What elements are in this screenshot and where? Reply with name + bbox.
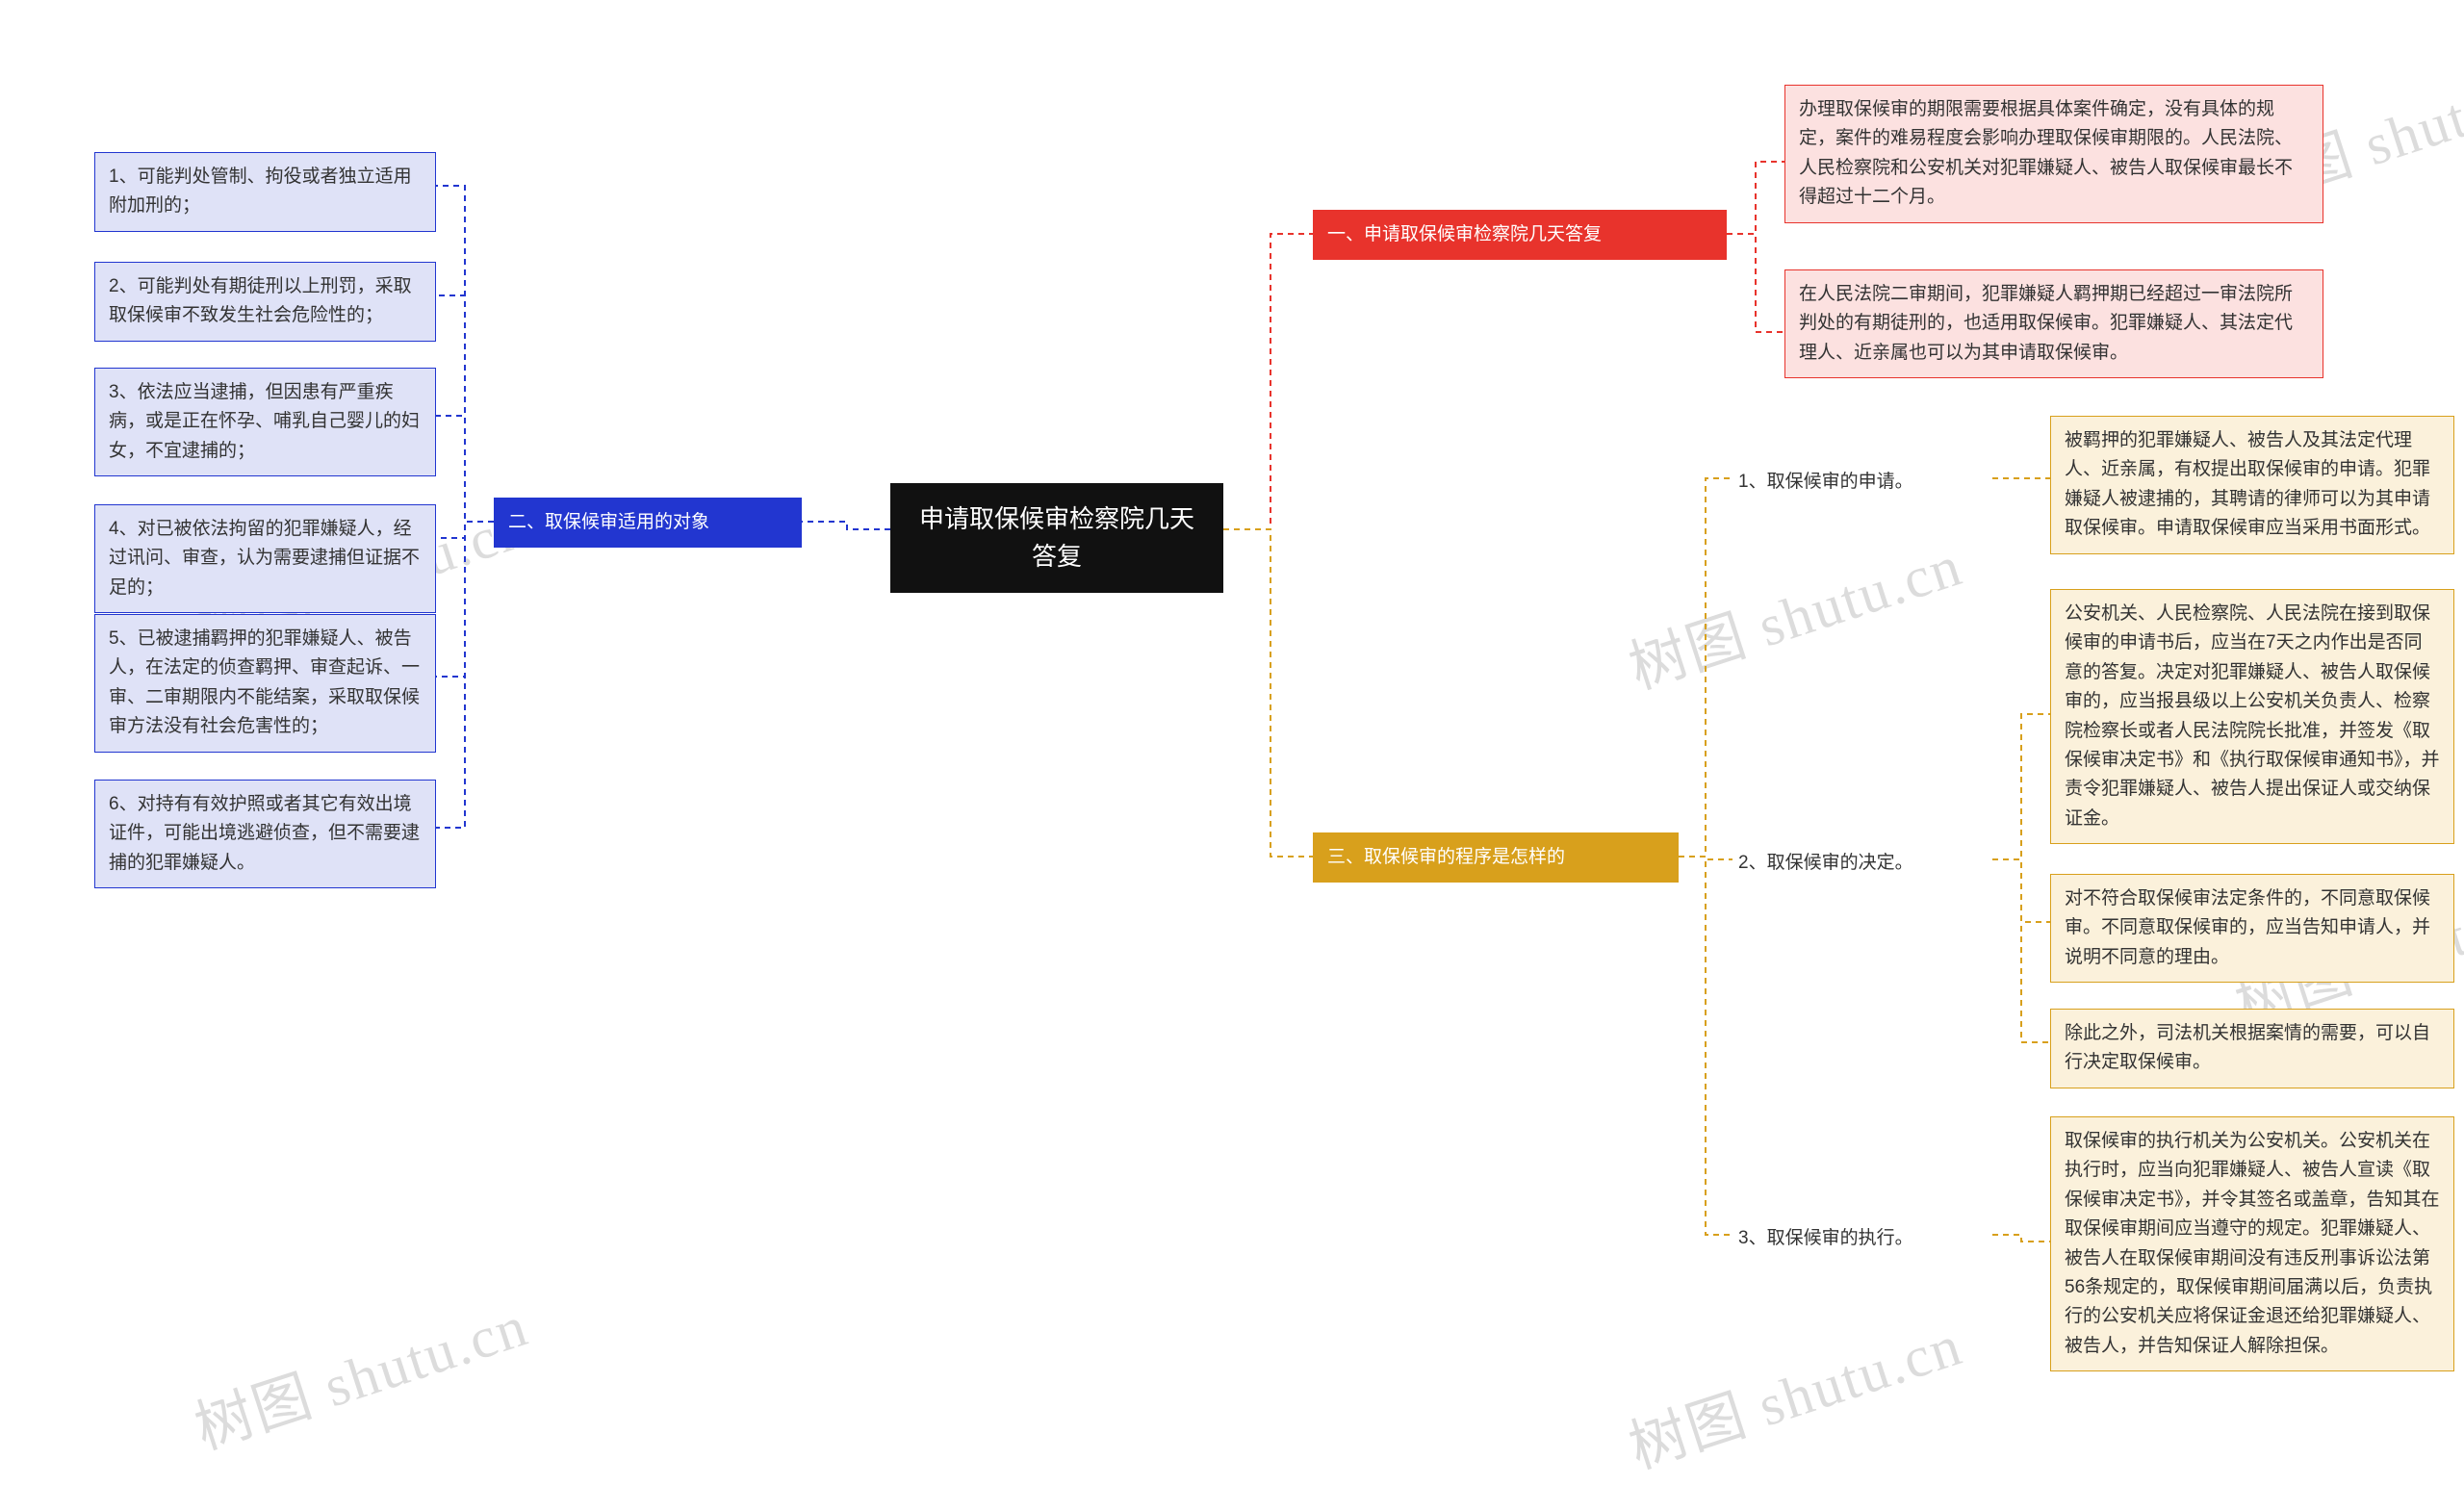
sub-label-text: 2、取保候审的决定。 bbox=[1738, 853, 1913, 873]
leaf-node[interactable]: 6、对持有有效护照或者其它有效出境证件，可能出境逃避侦查，但不需要逮捕的犯罪嫌疑… bbox=[94, 780, 436, 888]
leaf-text: 办理取保候审的期限需要根据具体案件确定，没有具体的规定，案件的难易程度会影响办理… bbox=[1799, 99, 2293, 207]
leaf-node[interactable]: 4、对已被依法拘留的犯罪嫌疑人，经过讯问、审查，认为需要逮捕但证据不足的； bbox=[94, 504, 436, 613]
leaf-text: 3、依法应当逮捕，但因患有严重疾病，或是正在怀孕、哺乳自己婴儿的妇女，不宜逮捕的… bbox=[109, 382, 420, 461]
watermark: 树图 shutu.cn bbox=[183, 1279, 537, 1466]
branch-node-3[interactable]: 三、取保候审的程序是怎样的 bbox=[1313, 832, 1679, 883]
leaf-node[interactable]: 办理取保候审的期限需要根据具体案件确定，没有具体的规定，案件的难易程度会影响办理… bbox=[1784, 85, 2323, 223]
branch-node-1[interactable]: 一、申请取保候审检察院几天答复 bbox=[1313, 210, 1727, 260]
leaf-text: 取保候审的执行机关为公安机关。公安机关在执行时，应当向犯罪嫌疑人、被告人宣读《取… bbox=[2065, 1131, 2440, 1356]
sub-label-text: 3、取保候审的执行。 bbox=[1738, 1228, 1913, 1248]
watermark: 树图 shutu.cn bbox=[1617, 1298, 1971, 1485]
leaf-node[interactable]: 在人民法院二审期间，犯罪嫌疑人羁押期已经超过一审法院所判处的有期徒刑的，也适用取… bbox=[1784, 269, 2323, 378]
leaf-text: 4、对已被依法拘留的犯罪嫌疑人，经过讯问、审查，认为需要逮捕但证据不足的； bbox=[109, 519, 420, 598]
watermark: 树图 shutu.cn bbox=[1617, 519, 1971, 705]
leaf-node[interactable]: 3、依法应当逮捕，但因患有严重疾病，或是正在怀孕、哺乳自己婴儿的妇女，不宜逮捕的… bbox=[94, 368, 436, 476]
leaf-text: 5、已被逮捕羁押的犯罪嫌疑人、被告人，在法定的侦查羁押、审查起诉、一审、二审期限… bbox=[109, 628, 420, 736]
leaf-text: 除此之外，司法机关根据案情的需要，可以自行决定取保候审。 bbox=[2065, 1023, 2430, 1072]
sub-label[interactable]: 2、取保候审的决定。 bbox=[1732, 845, 1992, 882]
leaf-node[interactable]: 2、可能判处有期徒刑以上刑罚，采取取保候审不致发生社会危险性的； bbox=[94, 262, 436, 342]
sub-label[interactable]: 3、取保候审的执行。 bbox=[1732, 1220, 1992, 1257]
root-node[interactable]: 申请取保候审检察院几天 答复 bbox=[890, 483, 1223, 593]
leaf-text: 2、可能判处有期徒刑以上刑罚，采取取保候审不致发生社会危险性的； bbox=[109, 276, 412, 325]
branch-node-2[interactable]: 二、取保候审适用的对象 bbox=[494, 498, 802, 548]
branch-label: 二、取保候审适用的对象 bbox=[508, 512, 709, 532]
leaf-node[interactable]: 除此之外，司法机关根据案情的需要，可以自行决定取保候审。 bbox=[2050, 1009, 2454, 1088]
leaf-text: 6、对持有有效护照或者其它有效出境证件，可能出境逃避侦查，但不需要逮捕的犯罪嫌疑… bbox=[109, 794, 420, 873]
branch-label: 一、申请取保候审检察院几天答复 bbox=[1327, 224, 1602, 244]
leaf-node[interactable]: 对不符合取保候审法定条件的，不同意取保候审。不同意取保候审的，应当告知申请人，并… bbox=[2050, 874, 2454, 983]
leaf-node[interactable]: 取保候审的执行机关为公安机关。公安机关在执行时，应当向犯罪嫌疑人、被告人宣读《取… bbox=[2050, 1116, 2454, 1371]
leaf-text: 被羁押的犯罪嫌疑人、被告人及其法定代理人、近亲属，有权提出取保候审的申请。犯罪嫌… bbox=[2065, 430, 2430, 538]
leaf-text: 在人民法院二审期间，犯罪嫌疑人羁押期已经超过一审法院所判处的有期徒刑的，也适用取… bbox=[1799, 284, 2293, 363]
leaf-node[interactable]: 被羁押的犯罪嫌疑人、被告人及其法定代理人、近亲属，有权提出取保候审的申请。犯罪嫌… bbox=[2050, 416, 2454, 554]
leaf-text: 对不符合取保候审法定条件的，不同意取保候审。不同意取保候审的，应当告知申请人，并… bbox=[2065, 888, 2430, 967]
leaf-node[interactable]: 1、可能判处管制、拘役或者独立适用附加刑的； bbox=[94, 152, 436, 232]
branch-label: 三、取保候审的程序是怎样的 bbox=[1327, 847, 1565, 867]
mindmap-canvas: 树图 shutu.cn 树图 shutu.cn 树图 shutu.cn 树图 s… bbox=[0, 0, 2464, 1416]
leaf-text: 公安机关、人民检察院、人民法院在接到取保候审的申请书后，应当在7天之内作出是否同… bbox=[2065, 603, 2440, 829]
leaf-node[interactable]: 5、已被逮捕羁押的犯罪嫌疑人、被告人，在法定的侦查羁押、审查起诉、一审、二审期限… bbox=[94, 614, 436, 753]
sub-label[interactable]: 1、取保候审的申请。 bbox=[1732, 464, 1992, 500]
leaf-text: 1、可能判处管制、拘役或者独立适用附加刑的； bbox=[109, 166, 412, 216]
root-label: 申请取保候审检察院几天 答复 bbox=[919, 504, 1194, 571]
sub-label-text: 1、取保候审的申请。 bbox=[1738, 472, 1913, 492]
leaf-node[interactable]: 公安机关、人民检察院、人民法院在接到取保候审的申请书后，应当在7天之内作出是否同… bbox=[2050, 589, 2454, 844]
